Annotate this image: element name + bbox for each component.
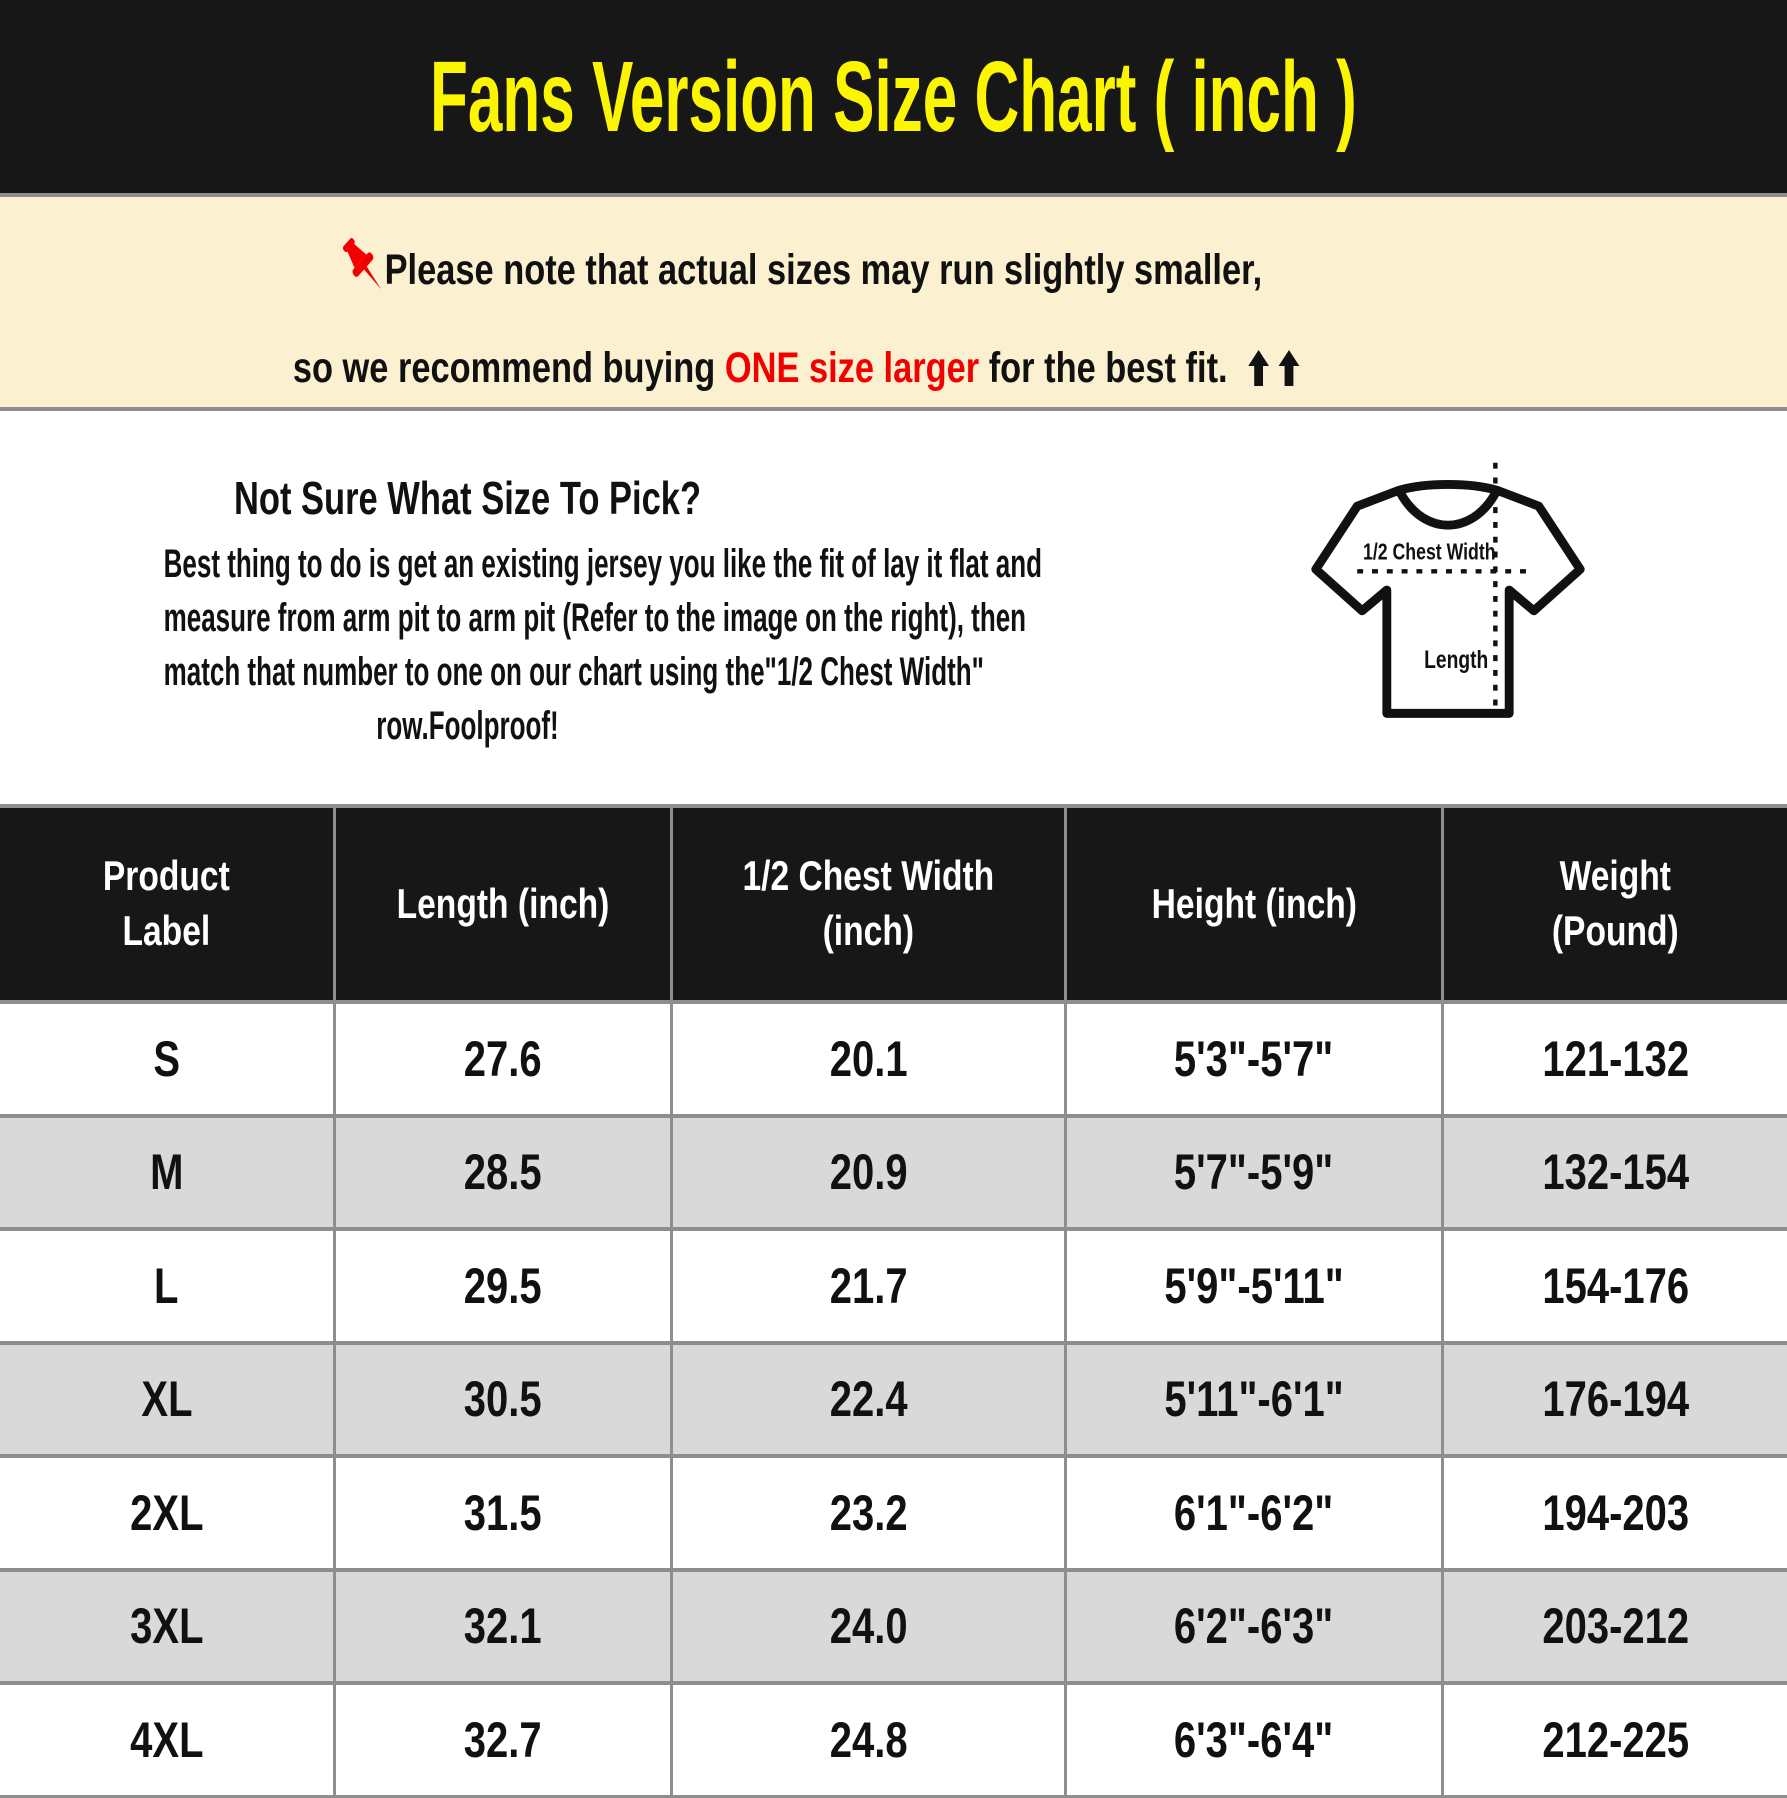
page-title: Fans Version Size Chart ( inch )	[430, 40, 1357, 153]
column-header-chest-width: 1/2 Chest Width (inch)	[673, 808, 1064, 1000]
guide-text-block: Not Sure What Size To Pick? Best thing t…	[0, 467, 1042, 753]
cell-size-label: 3XL	[0, 1571, 333, 1681]
note-text-2: so we recommend buying	[292, 344, 725, 392]
cell-size-label: 4XL	[0, 1685, 333, 1795]
cell-size-label: XL	[0, 1344, 333, 1454]
cell-weight: 194-203	[1444, 1458, 1787, 1568]
cell-weight: 176-194	[1444, 1344, 1787, 1454]
cell-chest: 21.7	[673, 1231, 1064, 1341]
cell-size-label: L	[0, 1231, 333, 1341]
cell-chest: 23.2	[673, 1458, 1064, 1568]
cell-chest: 24.8	[673, 1685, 1064, 1795]
note-text-3: for the best fit.	[979, 344, 1228, 392]
cell-height: 5'3"-5'7"	[1067, 1004, 1441, 1114]
section-divider	[0, 407, 1787, 411]
column-header-height: Height (inch)	[1067, 808, 1441, 1000]
length-label: Length	[1424, 646, 1488, 674]
cell-length: 32.7	[336, 1685, 670, 1795]
cell-height: 6'3"-6'4"	[1067, 1685, 1441, 1795]
guide-line: measure from arm pit to arm pit (Refer t…	[163, 596, 1027, 640]
section-divider	[0, 193, 1787, 197]
column-header-product-label: Product Label	[0, 808, 333, 1000]
cell-size-label: M	[0, 1117, 333, 1227]
guide-heading: Not Sure What Size To Pick?	[233, 472, 702, 524]
cell-size-label: 2XL	[0, 1458, 333, 1568]
tshirt-measurement-diagram: 1/2 Chest Width Length	[1300, 447, 1596, 739]
cell-length: 30.5	[336, 1344, 670, 1454]
cell-length: 28.5	[336, 1117, 670, 1227]
section-divider	[0, 804, 1787, 808]
cell-size-label: S	[0, 1004, 333, 1114]
up-arrows-icon	[1248, 333, 1309, 411]
cell-length: 31.5	[336, 1458, 670, 1568]
cell-weight: 154-176	[1444, 1231, 1787, 1341]
cell-weight: 132-154	[1444, 1117, 1787, 1227]
cell-length: 27.6	[336, 1004, 670, 1114]
guide-line: row.Foolproof!	[376, 704, 559, 748]
cell-length: 32.1	[336, 1571, 670, 1681]
sizing-guide: Not Sure What Size To Pick? Best thing t…	[0, 411, 1787, 804]
guide-line: Best thing to do is get an existing jers…	[163, 542, 1042, 586]
cell-chest: 20.1	[673, 1004, 1064, 1114]
cell-height: 6'1"-6'2"	[1067, 1458, 1441, 1568]
column-header-length: Length (inch)	[336, 808, 670, 1000]
cell-chest: 22.4	[673, 1344, 1064, 1454]
cell-height: 5'11"-6'1"	[1067, 1344, 1441, 1454]
size-table: Product Label Length (inch) 1/2 Chest Wi…	[0, 808, 1787, 1798]
column-header-weight: Weight (Pound)	[1444, 808, 1787, 1000]
cell-height: 5'9"-5'11"	[1067, 1231, 1441, 1341]
note-line-1: Please note that actual sizes may run sl…	[160, 231, 1442, 329]
note-highlight: ONE size larger	[724, 344, 980, 392]
chest-width-label: 1/2 Chest Width	[1363, 540, 1496, 565]
note-text-1: Please note that actual sizes may run sl…	[384, 246, 1263, 294]
cell-weight: 121-132	[1444, 1004, 1787, 1114]
note-line-2: so we recommend buying ONE size larger f…	[160, 329, 1442, 411]
cell-chest: 24.0	[673, 1571, 1064, 1681]
cell-weight: 212-225	[1444, 1685, 1787, 1795]
note-banner: Please note that actual sizes may run sl…	[0, 197, 1787, 407]
cell-height: 6'2"-6'3"	[1067, 1571, 1441, 1681]
cell-length: 29.5	[336, 1231, 670, 1341]
cell-height: 5'7"-5'9"	[1067, 1117, 1441, 1227]
cell-weight: 203-212	[1444, 1571, 1787, 1681]
pushpin-icon	[340, 232, 386, 329]
title-bar: Fans Version Size Chart ( inch )	[0, 0, 1787, 193]
cell-chest: 20.9	[673, 1117, 1064, 1227]
guide-line: match that number to one on our chart us…	[163, 650, 984, 694]
